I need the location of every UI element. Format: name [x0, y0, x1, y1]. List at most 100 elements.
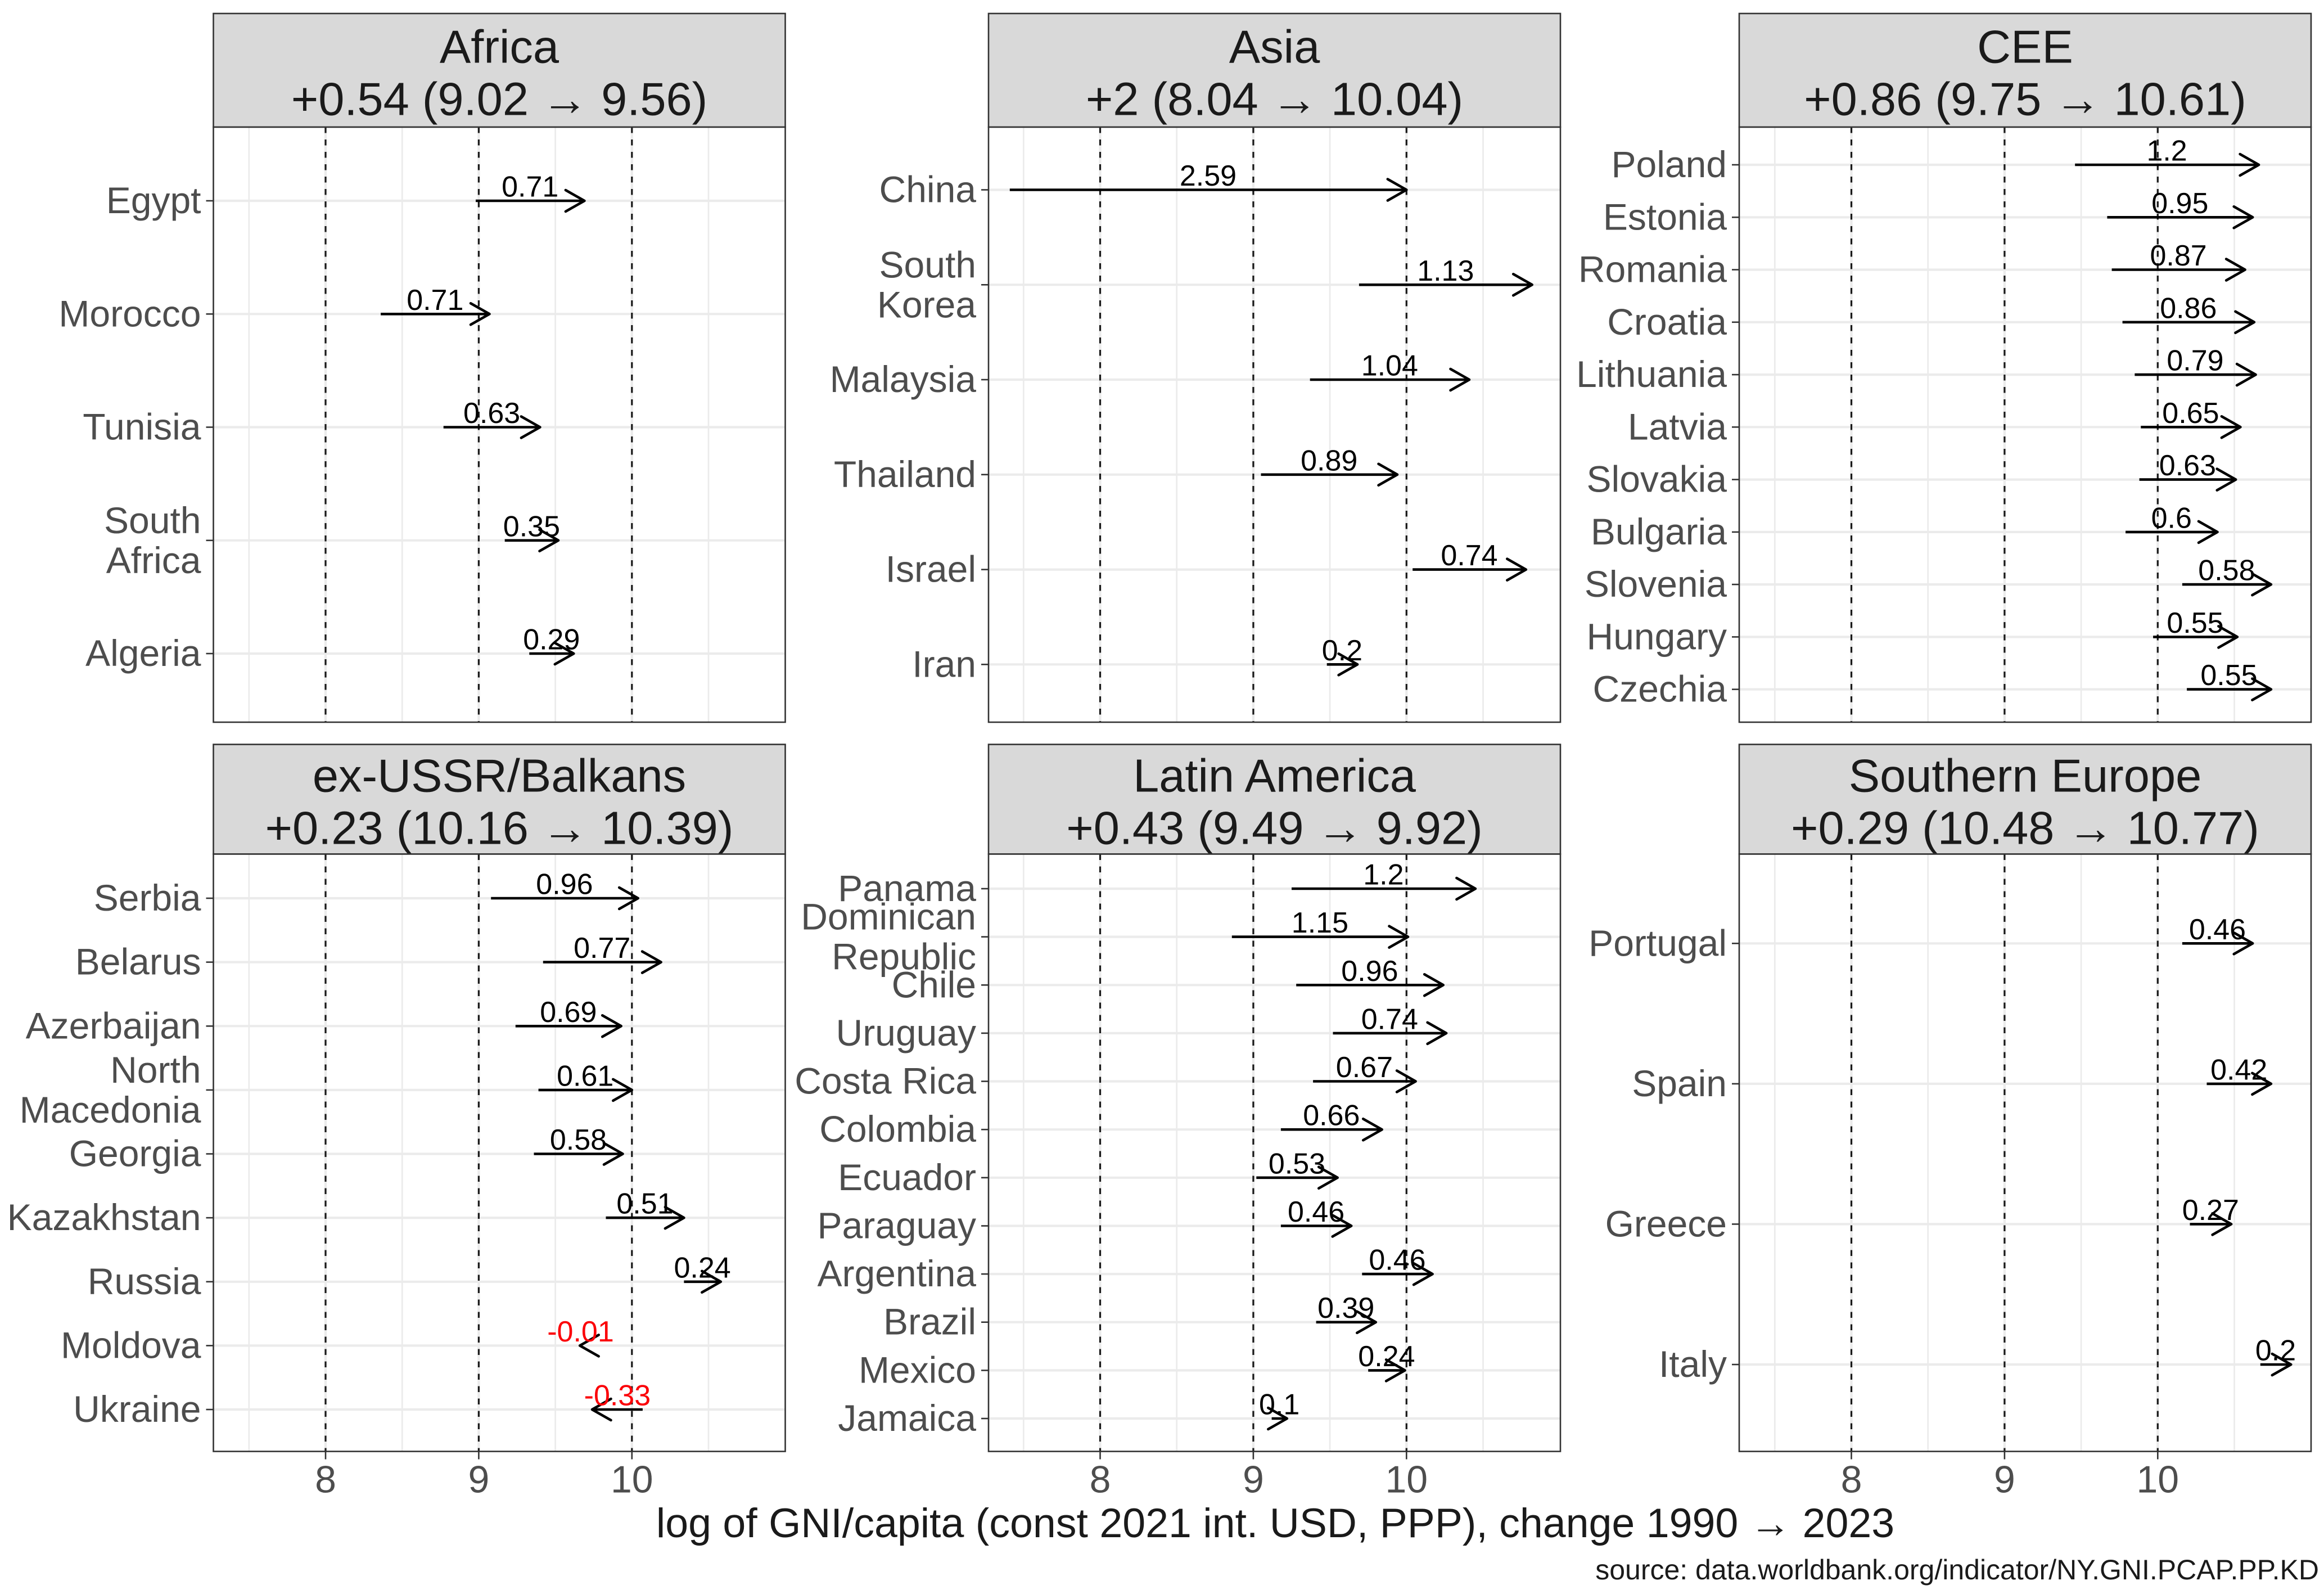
- svg-text:9: 9: [1994, 1458, 2015, 1501]
- svg-text:0.55: 0.55: [2200, 659, 2257, 692]
- svg-text:CEE: CEE: [1977, 21, 2073, 73]
- svg-text:0.65: 0.65: [2162, 397, 2219, 430]
- svg-text:0.79: 0.79: [2167, 345, 2223, 377]
- svg-text:ex-USSR/Balkans: ex-USSR/Balkans: [313, 750, 686, 802]
- svg-text:Lithuania: Lithuania: [1576, 353, 1727, 395]
- svg-text:Latvia: Latvia: [1628, 406, 1727, 447]
- svg-text:10: 10: [611, 1458, 653, 1501]
- svg-text:0.27: 0.27: [2182, 1194, 2239, 1227]
- svg-text:2.59: 2.59: [1180, 160, 1237, 192]
- svg-text:Moldova: Moldova: [61, 1324, 201, 1366]
- svg-text:0.35: 0.35: [503, 510, 560, 543]
- svg-text:North: North: [110, 1049, 201, 1091]
- svg-text:+0.43 (9.49 → 9.92): +0.43 (9.49 → 9.92): [1066, 801, 1483, 854]
- svg-text:0.2: 0.2: [1322, 634, 1362, 667]
- svg-text:0.71: 0.71: [407, 284, 463, 317]
- svg-text:Africa: Africa: [440, 21, 559, 73]
- svg-text:10: 10: [1385, 1458, 1428, 1501]
- svg-text:0.24: 0.24: [1358, 1340, 1415, 1373]
- svg-text:0.89: 0.89: [1301, 444, 1357, 477]
- svg-text:Ukraine: Ukraine: [73, 1388, 201, 1430]
- svg-text:Egypt: Egypt: [106, 179, 201, 221]
- svg-text:0.63: 0.63: [463, 397, 520, 430]
- svg-text:0.51: 0.51: [616, 1188, 673, 1221]
- svg-text:Argentina: Argentina: [817, 1253, 976, 1294]
- svg-text:Asia: Asia: [1229, 21, 1320, 73]
- svg-text:Spain: Spain: [1632, 1062, 1727, 1104]
- svg-text:0.77: 0.77: [574, 932, 630, 965]
- svg-text:Russia: Russia: [88, 1260, 201, 1302]
- svg-text:South: South: [879, 244, 976, 285]
- svg-text:Dominican: Dominican: [801, 896, 976, 938]
- svg-text:0.46: 0.46: [1288, 1196, 1344, 1228]
- svg-text:0.74: 0.74: [1361, 1003, 1418, 1035]
- svg-text:1.2: 1.2: [2146, 135, 2187, 168]
- svg-text:0.95: 0.95: [2151, 187, 2208, 220]
- svg-text:Iran: Iran: [912, 643, 976, 685]
- svg-text:Macedonia: Macedonia: [20, 1089, 201, 1131]
- svg-text:0.61: 0.61: [557, 1060, 613, 1092]
- svg-text:0.67: 0.67: [1336, 1051, 1393, 1084]
- svg-text:0.69: 0.69: [540, 996, 597, 1029]
- svg-text:0.39: 0.39: [1317, 1292, 1374, 1325]
- svg-text:Czechia: Czechia: [1593, 668, 1727, 710]
- svg-text:0.24: 0.24: [674, 1251, 730, 1284]
- svg-text:Africa: Africa: [106, 539, 201, 581]
- svg-text:9: 9: [1243, 1458, 1264, 1501]
- svg-text:Ecuador: Ecuador: [838, 1156, 976, 1198]
- svg-text:Bulgaria: Bulgaria: [1591, 511, 1727, 552]
- svg-text:Thailand: Thailand: [834, 453, 976, 495]
- svg-text:0.29: 0.29: [523, 624, 580, 656]
- svg-text:0.71: 0.71: [502, 171, 558, 204]
- svg-text:Tunisia: Tunisia: [83, 406, 201, 448]
- svg-text:Georgia: Georgia: [69, 1133, 201, 1174]
- svg-text:Israel: Israel: [886, 548, 976, 590]
- svg-text:Estonia: Estonia: [1603, 196, 1727, 237]
- svg-text:10: 10: [2136, 1458, 2179, 1501]
- svg-text:0.58: 0.58: [550, 1124, 607, 1156]
- svg-text:Azerbaijan: Azerbaijan: [26, 1005, 201, 1046]
- svg-text:Belarus: Belarus: [75, 941, 201, 983]
- svg-text:Malaysia: Malaysia: [830, 358, 977, 400]
- svg-text:South: South: [104, 499, 201, 541]
- svg-text:Kazakhstan: Kazakhstan: [7, 1196, 201, 1238]
- svg-text:+0.54 (9.02 → 9.56): +0.54 (9.02 → 9.56): [291, 73, 708, 125]
- svg-text:1.2: 1.2: [1363, 859, 1404, 891]
- svg-text:Chile: Chile: [892, 963, 976, 1005]
- svg-text:0.55: 0.55: [2167, 607, 2223, 640]
- svg-text:0.1: 0.1: [1259, 1389, 1299, 1421]
- svg-text:-0.33: -0.33: [584, 1380, 651, 1412]
- svg-text:0.96: 0.96: [1341, 955, 1398, 988]
- svg-text:Morocco: Morocco: [58, 292, 201, 334]
- svg-text:-0.01: -0.01: [547, 1316, 614, 1348]
- svg-text:0.86: 0.86: [2160, 292, 2217, 325]
- svg-text:Slovenia: Slovenia: [1585, 563, 1727, 605]
- svg-text:Hungary: Hungary: [1587, 615, 1727, 657]
- svg-text:+0.86 (9.75 → 10.61): +0.86 (9.75 → 10.61): [1804, 73, 2246, 125]
- svg-text:Colombia: Colombia: [819, 1108, 976, 1150]
- svg-text:0.96: 0.96: [536, 868, 593, 901]
- svg-text:+2 (8.04 → 10.04): +2 (8.04 → 10.04): [1086, 73, 1463, 125]
- svg-text:Brazil: Brazil: [883, 1301, 976, 1343]
- svg-text:0.63: 0.63: [2159, 449, 2216, 482]
- svg-text:Greece: Greece: [1605, 1203, 1727, 1244]
- svg-text:Costa Rica: Costa Rica: [795, 1060, 976, 1102]
- svg-text:1.04: 1.04: [1361, 350, 1418, 382]
- svg-text:Korea: Korea: [877, 283, 976, 325]
- svg-text:0.66: 0.66: [1303, 1100, 1360, 1132]
- svg-text:0.46: 0.46: [1369, 1244, 1425, 1277]
- svg-text:Croatia: Croatia: [1607, 301, 1727, 343]
- svg-text:0.42: 0.42: [2210, 1053, 2267, 1086]
- svg-text:Portugal: Portugal: [1589, 922, 1727, 963]
- svg-text:+0.23 (10.16 → 10.39): +0.23 (10.16 → 10.39): [265, 801, 734, 854]
- svg-text:8: 8: [1090, 1458, 1111, 1501]
- svg-text:Southern Europe: Southern Europe: [1849, 750, 2202, 802]
- svg-text:0.46: 0.46: [2189, 913, 2246, 946]
- svg-text:Poland: Poland: [1611, 143, 1727, 185]
- svg-text:Slovakia: Slovakia: [1587, 458, 1727, 500]
- svg-text:Algeria: Algeria: [85, 632, 201, 674]
- svg-text:log of GNI/capita (const 2021: log of GNI/capita (const 2021 int. USD, …: [656, 1500, 1894, 1546]
- svg-text:Republic: Republic: [832, 936, 976, 978]
- svg-text:Mexico: Mexico: [859, 1349, 976, 1390]
- svg-text:Paraguay: Paraguay: [817, 1205, 976, 1246]
